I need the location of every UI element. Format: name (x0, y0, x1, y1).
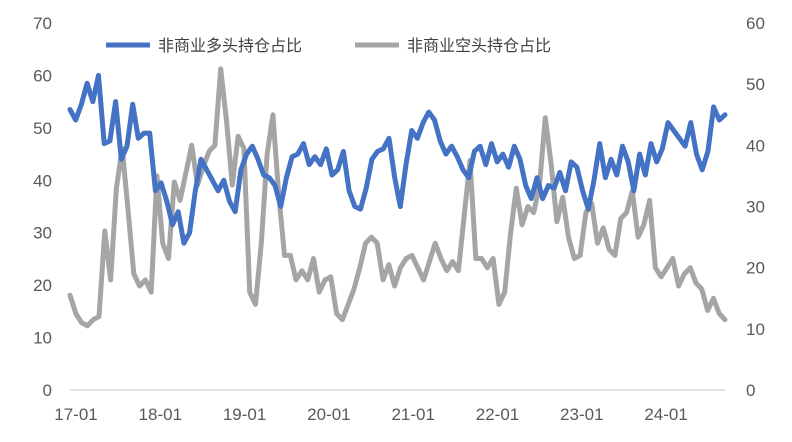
right-y-tick-label: 50 (746, 75, 765, 94)
right-y-tick-label: 40 (746, 136, 765, 155)
series-line-long (67, 72, 728, 246)
x-tick-label: 21-01 (391, 405, 434, 424)
series-layer (67, 66, 728, 329)
right-y-tick-label: 60 (746, 14, 765, 33)
left-y-tick-label: 10 (33, 329, 52, 348)
left-y-tick-label: 50 (33, 119, 52, 138)
x-tick-label: 23-01 (560, 405, 603, 424)
x-tick-label: 18-01 (139, 405, 182, 424)
left-y-tick-label: 70 (33, 14, 52, 33)
left-y-tick-label: 30 (33, 224, 52, 243)
left-y-tick-label: 0 (43, 381, 52, 400)
x-tick-label: 24-01 (644, 405, 687, 424)
right-y-tick-label: 30 (746, 198, 765, 217)
x-tick-label: 20-01 (307, 405, 350, 424)
x-tick-label: 22-01 (476, 405, 519, 424)
left-y-tick-label: 40 (33, 171, 52, 190)
series-line-short (67, 66, 728, 329)
left-y-axis-ticks: 0 10 20 30 40 50 60 70 (33, 14, 52, 400)
right-y-axis-ticks: 0 10 20 30 40 50 60 (746, 14, 765, 400)
legend: 非商业多头持仓占比 非商业空头持仓占比 (106, 36, 551, 55)
right-y-tick-label: 20 (746, 259, 765, 278)
left-y-tick-label: 20 (33, 276, 52, 295)
x-tick-label: 19-01 (223, 405, 266, 424)
right-y-tick-label: 0 (746, 381, 755, 400)
legend-label-long: 非商业多头持仓占比 (158, 36, 302, 55)
right-y-tick-label: 10 (746, 320, 765, 339)
x-axis-ticks: 17-01 18-01 19-01 20-01 21-01 22-01 23-01 24-01 (54, 405, 688, 424)
left-y-tick-label: 60 (33, 66, 52, 85)
x-tick-label: 17-01 (54, 405, 97, 424)
legend-label-short: 非商业空头持仓占比 (407, 36, 551, 55)
